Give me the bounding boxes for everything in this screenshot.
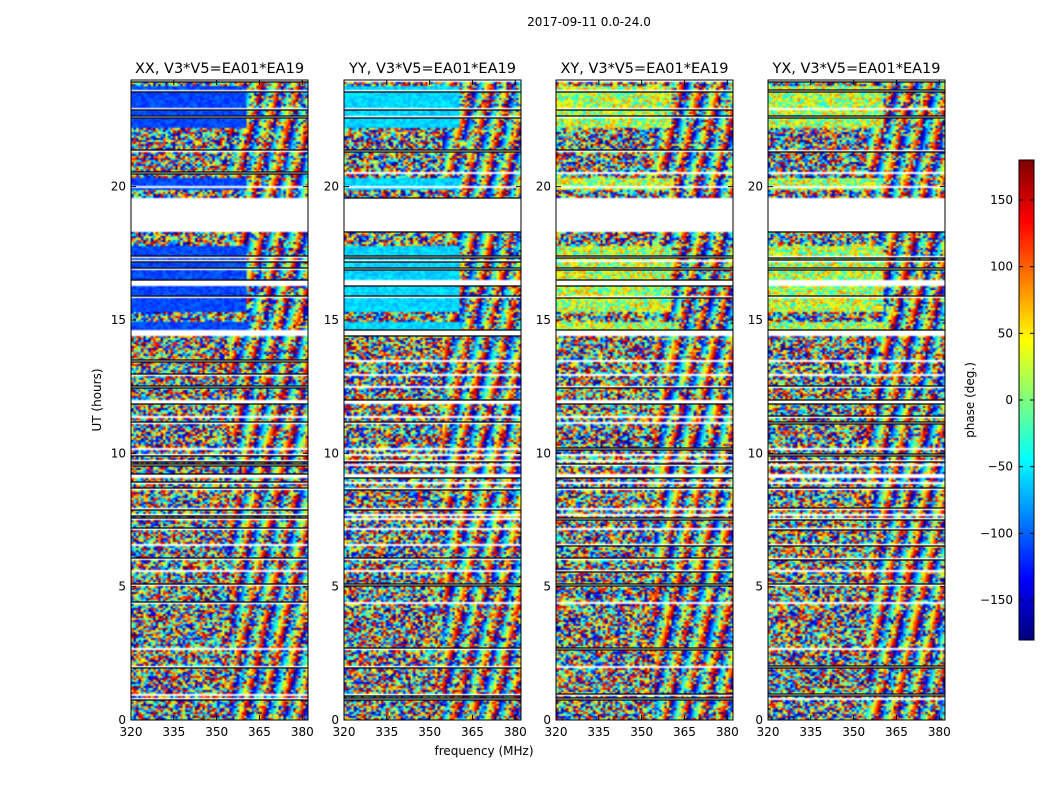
y-tick-label: 5 xyxy=(755,580,763,594)
colorbar: −150 −100 −50 0 50 100 150 phase (deg.) xyxy=(963,159,1035,641)
panel-2: XY, V3*V5=EA01*EA19 320 335 350 365 380 0 5 10 15… xyxy=(536,61,739,739)
y-tick-label: 10 xyxy=(111,446,126,460)
y-tick-label: 20 xyxy=(324,180,339,194)
y-axis-label: UT (hours) xyxy=(90,368,104,431)
colorbar-tick-label: −100 xyxy=(980,526,1013,540)
x-tick-label: 335 xyxy=(375,725,398,739)
x-tick-label: 380 xyxy=(291,725,314,739)
panel-1: YY, V3*V5=EA01*EA19 320 335 350 365 380 0 5 10 15… xyxy=(324,61,527,739)
y-tick-label: 0 xyxy=(331,713,339,727)
colorbar-tick-label: −50 xyxy=(988,460,1013,474)
x-tick-label: 350 xyxy=(418,725,441,739)
panel-0: XX, V3*V5=EA01*EA19 320 335 350 365 380 0 5 10 15… xyxy=(111,61,314,739)
y-tick-label: 5 xyxy=(118,580,126,594)
colorbar-tick-label: 150 xyxy=(990,193,1013,207)
x-tick-label: 365 xyxy=(885,725,908,739)
x-tick-label: 335 xyxy=(587,725,610,739)
x-tick-label: 335 xyxy=(799,725,822,739)
y-tick-label: 15 xyxy=(748,313,763,327)
chart-suptitle: 2017-09-11 0.0-24.0 xyxy=(527,15,651,29)
panel-frame xyxy=(555,79,734,721)
y-tick-label: 10 xyxy=(536,446,551,460)
x-tick-label: 320 xyxy=(545,725,568,739)
y-tick-label: 15 xyxy=(536,313,551,327)
panel-frame xyxy=(130,79,309,721)
y-tick-label: 5 xyxy=(543,580,551,594)
x-tick-label: 320 xyxy=(333,725,356,739)
colorbar-tick-label: −150 xyxy=(980,593,1013,607)
x-tick-label: 380 xyxy=(928,725,951,739)
panel-title: YY, V3*V5=EA01*EA19 xyxy=(348,61,516,77)
panel-title: XY, V3*V5=EA01*EA19 xyxy=(560,61,728,77)
panel-title: XX, V3*V5=EA01*EA19 xyxy=(135,61,304,77)
heatmap-image xyxy=(131,80,308,720)
x-tick-label: 350 xyxy=(630,725,653,739)
x-tick-label: 365 xyxy=(673,725,696,739)
panels-group: XX, V3*V5=EA01*EA19 320 335 350 365 380 0 5 10 15… xyxy=(111,61,951,739)
x-tick-label: 350 xyxy=(842,725,865,739)
y-tick-label: 15 xyxy=(324,313,339,327)
y-tick-label: 10 xyxy=(748,446,763,460)
x-tick-label: 380 xyxy=(716,725,739,739)
x-tick-label: 320 xyxy=(757,725,780,739)
x-tick-label: 350 xyxy=(205,725,228,739)
y-tick-label: 0 xyxy=(755,713,763,727)
x-tick-label: 320 xyxy=(120,725,143,739)
colorbar-tick-label: 50 xyxy=(998,326,1013,340)
y-tick-label: 0 xyxy=(118,713,126,727)
x-tick-label: 365 xyxy=(461,725,484,739)
y-tick-label: 10 xyxy=(324,446,339,460)
y-tick-label: 5 xyxy=(331,580,339,594)
colorbar-tick-label: 0 xyxy=(1005,393,1013,407)
x-axis-label: frequency (MHz) xyxy=(434,744,533,758)
x-tick-label: 380 xyxy=(504,725,527,739)
panel-frame xyxy=(767,79,946,721)
heatmap-image xyxy=(556,80,733,720)
panel-3: YX, V3*V5=EA01*EA19 320 335 350 365 380 0 5 10 15… xyxy=(748,61,951,739)
colorbar-label: phase (deg.) xyxy=(963,362,977,438)
y-tick-label: 0 xyxy=(543,713,551,727)
y-tick-label: 20 xyxy=(748,180,763,194)
x-tick-label: 335 xyxy=(162,725,185,739)
panel-title: YX, V3*V5=EA01*EA19 xyxy=(771,61,940,77)
panel-frame xyxy=(343,79,522,721)
y-tick-label: 20 xyxy=(536,180,551,194)
colorbar-gradient xyxy=(1019,160,1034,640)
y-tick-label: 15 xyxy=(111,313,126,327)
colorbar-tick-label: 100 xyxy=(990,260,1013,274)
x-tick-label: 365 xyxy=(248,725,271,739)
y-tick-label: 20 xyxy=(111,180,126,194)
